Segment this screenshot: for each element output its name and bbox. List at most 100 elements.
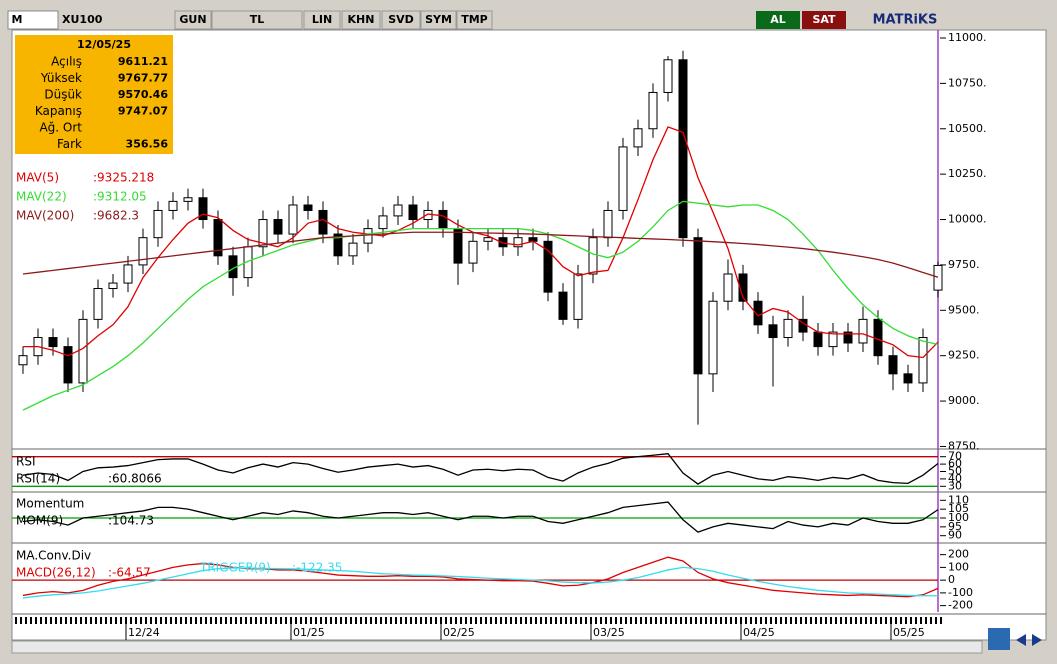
symbol: XU100 (62, 13, 103, 26)
toolbar-button[interactable] (381, 10, 421, 30)
toolbar-button-label[interactable]: SYM (425, 13, 452, 26)
candle-body (273, 219, 283, 235)
info-value: 9611.21 (118, 55, 168, 68)
candle-body (873, 318, 883, 357)
candle-body (933, 264, 943, 291)
candle-body (63, 346, 73, 384)
toolbar-button[interactable] (420, 10, 457, 30)
y-tick-label: 60 (948, 457, 962, 470)
candle-body (408, 204, 418, 221)
toolbar-button[interactable] (341, 10, 381, 30)
series-line (23, 126, 939, 359)
candle-body (483, 237, 493, 242)
candle-body (513, 237, 523, 248)
toolbar-button[interactable] (174, 10, 212, 30)
legend-name: RSI(14) (16, 472, 60, 486)
info-value: 9747.07 (118, 105, 168, 118)
series-line (22, 501, 939, 533)
date-axis (11, 613, 1047, 641)
legend-value: :-64.57 (108, 566, 151, 580)
panel-title: Momentum (16, 497, 84, 511)
candle-body (123, 264, 133, 284)
legend-value: :9325.218 (93, 171, 154, 185)
toolbar-button-label[interactable]: TMP (461, 13, 488, 26)
legend-value: :9312.05 (93, 190, 147, 204)
candle-body (708, 300, 718, 375)
candle-body (93, 288, 103, 320)
toolbar-button-label[interactable]: TL (250, 13, 265, 26)
candle-body (648, 91, 658, 130)
legend-name: MOM(9) (16, 514, 63, 528)
x-tick-label: 05/25 (893, 626, 925, 639)
y-tick-label: 8750. (948, 439, 980, 452)
info-label: Yüksek (40, 71, 82, 85)
candle-body (858, 318, 868, 344)
toolbar-button[interactable] (303, 10, 341, 30)
y-tick-label: 100 (948, 511, 969, 524)
series-line (22, 231, 939, 278)
candle-body (588, 237, 598, 275)
y-tick-label: 95 (948, 520, 962, 533)
candle-body (903, 373, 913, 384)
logo: M (12, 13, 23, 26)
toolbar-button[interactable] (211, 10, 303, 30)
toolbar-button-label[interactable]: KHN (348, 13, 375, 26)
toolbar-button-label[interactable]: SVD (388, 13, 414, 26)
y-tick-label: -100 (948, 586, 973, 599)
y-tick-label: 105 (948, 502, 969, 515)
scroll-left[interactable] (1016, 634, 1026, 646)
info-box (15, 35, 173, 154)
y-tick-label: 11000. (948, 31, 987, 44)
candle-body (663, 59, 673, 93)
candle-body (198, 197, 208, 221)
candle-body (348, 242, 358, 257)
legend-value: :60.8066 (108, 472, 162, 486)
scroll-right[interactable] (1032, 634, 1042, 646)
y-tick-label: 110 (948, 493, 969, 506)
info-value: 9767.77 (118, 72, 168, 85)
candle-body (543, 240, 553, 293)
candle-body (318, 209, 328, 235)
candle-body (363, 228, 373, 244)
candle-body (753, 300, 763, 326)
toolbar-button-label[interactable]: LIN (312, 13, 332, 26)
candle-body (843, 331, 853, 344)
candle-body (738, 273, 748, 302)
candle-body (393, 204, 403, 217)
brand: MATRiKS (873, 13, 938, 28)
y-tick-label: 10000. (948, 213, 987, 226)
candle-body (618, 146, 628, 211)
candle-body (633, 128, 643, 148)
buy-label[interactable]: AL (770, 13, 786, 26)
candle-body (48, 337, 58, 348)
candle-body (453, 228, 463, 264)
legend-name: MAV(200) (16, 209, 74, 223)
toolbar-button[interactable] (456, 10, 493, 30)
buy-button[interactable] (756, 11, 800, 29)
y-tick-label: 70 (948, 450, 962, 463)
sell-label[interactable]: SAT (812, 13, 836, 26)
legend-name: MAV(5) (16, 171, 59, 185)
refresh-button[interactable] (988, 628, 1010, 650)
candle-body (468, 240, 478, 264)
candle-body (498, 237, 508, 248)
y-tick-label: 30 (948, 479, 962, 492)
candle-body (783, 318, 793, 339)
panel-title: RSI (16, 455, 36, 469)
y-tick-label: 200 (948, 548, 969, 561)
candle-body (18, 355, 28, 366)
info-value: 356.56 (126, 138, 169, 151)
candle-body (213, 219, 223, 257)
legend-value: :104.73 (108, 514, 154, 528)
info-label: Düşük (44, 88, 82, 102)
sell-button[interactable] (802, 11, 846, 29)
legend-name: MACD(26,12) (16, 566, 96, 580)
x-tick-label: 02/25 (443, 626, 475, 639)
scrollbar[interactable] (11, 640, 983, 654)
candle-body (693, 237, 703, 375)
toolbar-button-label[interactable]: GUN (179, 13, 206, 26)
candle-body (168, 200, 178, 211)
candle-body (288, 204, 298, 235)
candle-body (573, 273, 583, 320)
candle-body (678, 59, 688, 239)
